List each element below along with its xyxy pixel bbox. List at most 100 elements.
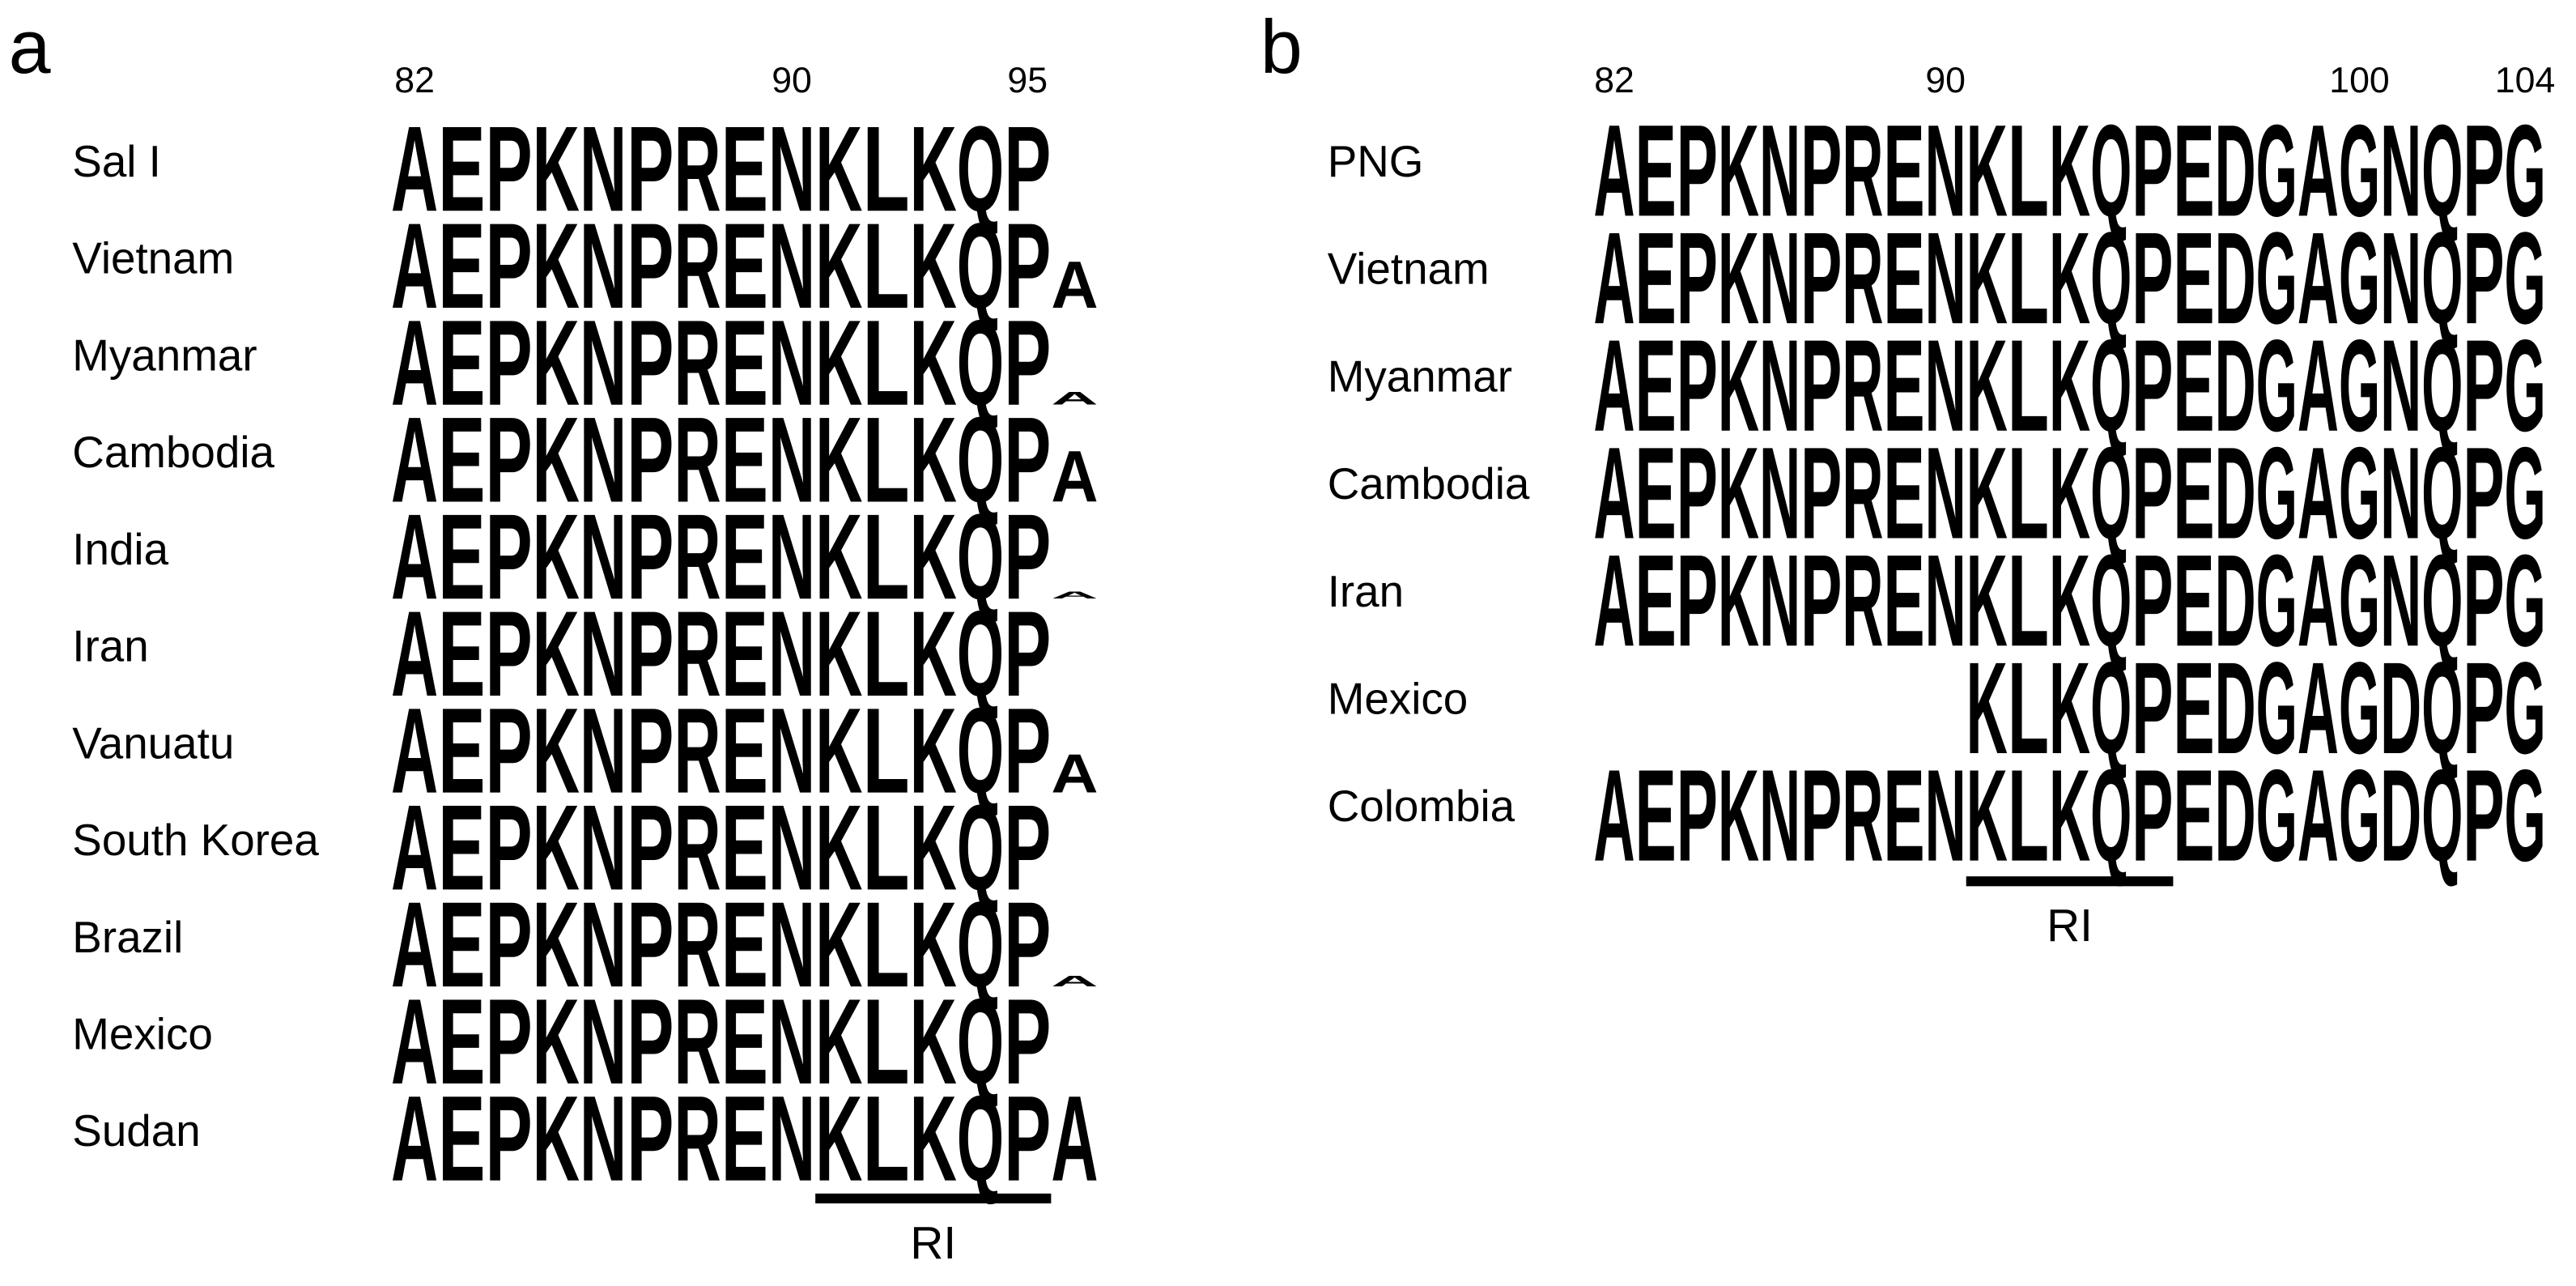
residue: G [2505, 528, 2546, 675]
residue: L [2008, 743, 2049, 889]
residue: Q [957, 1071, 1004, 1207]
residue: N [1925, 743, 1966, 889]
residue: R [674, 392, 721, 528]
row-label: Iran [1328, 566, 1404, 616]
residue: G [2256, 635, 2298, 781]
row-label: South Korea [72, 815, 319, 865]
residue: E [721, 392, 768, 528]
residue: Q [2090, 743, 2132, 889]
residue: K [533, 780, 580, 916]
residue: L [2008, 420, 2049, 567]
residue: E [438, 198, 485, 334]
residue: E [1635, 313, 1677, 459]
position-label: 104 [2495, 61, 2555, 100]
residue: N [1759, 205, 1800, 351]
residue: G [2339, 98, 2380, 245]
residue: R [674, 973, 721, 1109]
residue: K [910, 683, 957, 819]
residue: Q [2090, 313, 2132, 459]
residue: N [768, 1071, 815, 1207]
residue: G [2505, 313, 2546, 459]
residue: K [1966, 205, 2008, 351]
residue: P [1800, 420, 1842, 567]
residue: D [2380, 743, 2421, 889]
residue: A [2298, 528, 2339, 675]
residue: K [910, 392, 957, 528]
residue: N [768, 295, 815, 431]
residue: R [1842, 313, 1883, 459]
residue: D [2215, 420, 2256, 567]
residue: R [674, 489, 721, 625]
residue: P [2132, 98, 2173, 245]
residue: Q [957, 295, 1004, 431]
residue: G [2256, 743, 2298, 889]
residue: Q [2421, 528, 2463, 675]
row-label: Vietnam [72, 233, 234, 283]
region-label: RI [910, 1218, 956, 1269]
residue: A [1593, 420, 1634, 567]
residue: A [2298, 743, 2339, 889]
residue: L [2008, 98, 2049, 245]
residue: N [580, 877, 627, 1013]
residue: P [2463, 635, 2504, 781]
residue: L [862, 101, 909, 237]
residue: A [391, 198, 438, 334]
residue: L [862, 198, 909, 334]
residue: P [1004, 973, 1051, 1109]
residue: A [391, 683, 438, 819]
residue: N [1759, 98, 1800, 245]
residue: L [862, 586, 909, 722]
residue: K [2049, 635, 2090, 781]
residue: P [1677, 98, 1718, 245]
residue: E [2173, 528, 2214, 675]
residue: P [1677, 205, 1718, 351]
residue: P [1800, 205, 1842, 351]
residue: R [674, 780, 721, 916]
residue: P [1004, 392, 1051, 528]
residue: E [721, 780, 768, 916]
residue: N [580, 586, 627, 722]
residue: K [815, 198, 862, 334]
residue: P [627, 101, 674, 237]
residue: N [580, 489, 627, 625]
residue: N [580, 295, 627, 431]
residue: A [1593, 743, 1634, 889]
residue: N [768, 198, 815, 334]
residue: E [721, 683, 768, 819]
residue: L [2008, 635, 2049, 781]
residue: P [2463, 205, 2504, 351]
residue: K [1966, 635, 2008, 781]
residue: Q [2090, 420, 2132, 567]
row-label: Vanuatu [72, 718, 234, 768]
residue: P [2132, 743, 2173, 889]
residue: G [2256, 98, 2298, 245]
residue: P [485, 973, 532, 1109]
residue: K [815, 1071, 862, 1207]
residue: A [1593, 98, 1634, 245]
residue: P [485, 1071, 532, 1207]
residue: K [1718, 98, 1759, 245]
residue: P [627, 489, 674, 625]
panel-label: b [1260, 5, 1303, 89]
residue: E [2173, 205, 2214, 351]
residue: P [2463, 528, 2504, 675]
residue: D [2215, 635, 2256, 781]
residue: Q [957, 489, 1004, 625]
residue: N [1759, 743, 1800, 889]
residue: E [2173, 420, 2214, 567]
residue: Q [957, 877, 1004, 1013]
residue: Q [957, 392, 1004, 528]
residue: R [674, 198, 721, 334]
residue: K [910, 877, 957, 1013]
residue: G [2339, 635, 2380, 781]
residue: A [1593, 313, 1634, 459]
residue: K [2049, 528, 2090, 675]
residue: P [2463, 743, 2504, 889]
residue: N [1925, 98, 1966, 245]
residue: E [438, 683, 485, 819]
residue: N [2380, 528, 2421, 675]
residue: E [721, 101, 768, 237]
residue: K [815, 780, 862, 916]
residue: P [627, 392, 674, 528]
